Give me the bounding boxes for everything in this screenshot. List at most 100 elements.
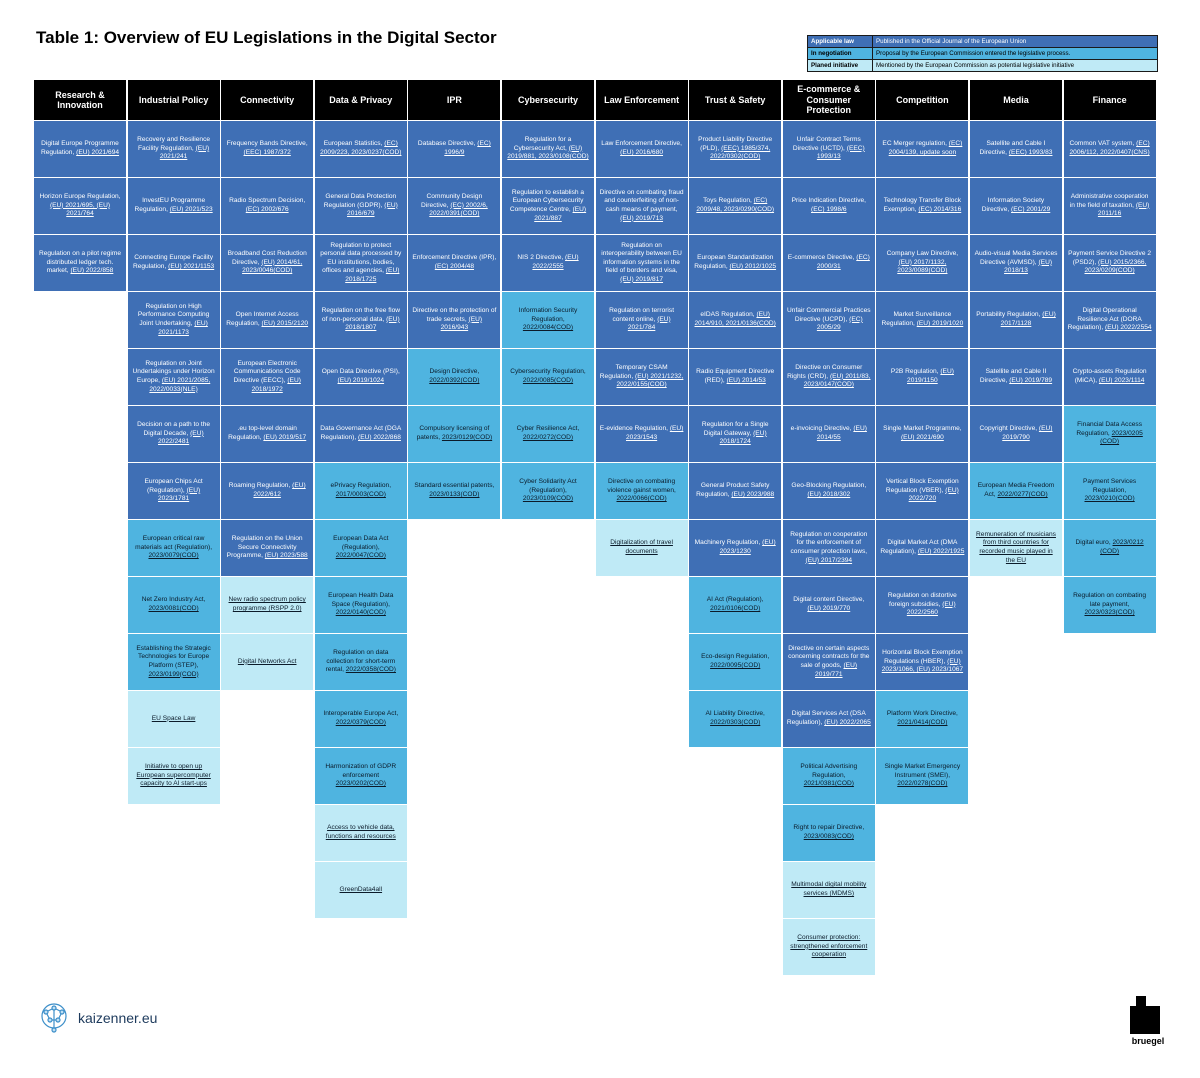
legislation-reference-link[interactable]: 2022/0392(COD): [429, 377, 480, 384]
legislation-cell[interactable]: Information Security Regulation, 2022/00…: [502, 292, 594, 348]
legislation-cell[interactable]: EU Space Law: [127, 691, 220, 747]
legislation-reference-link[interactable]: (EU) 2015/2366, 2023/0209(COD): [1084, 258, 1147, 275]
legislation-cell[interactable]: Connecting Europe Facility Regulation, (…: [127, 235, 220, 291]
legislation-cell[interactable]: Vertical Block Exemption Regulation (VBE…: [876, 463, 969, 519]
legislation-reference-link[interactable]: (EU) 2022/2560: [906, 600, 956, 617]
legislation-cell[interactable]: Design Directive, 2022/0392(COD): [408, 349, 501, 405]
legislation-cell[interactable]: Digital Networks Act: [221, 634, 314, 690]
legislation-reference-link[interactable]: (EU) 2023/1066, (EU) 2023/1067: [881, 657, 964, 674]
legislation-reference-link[interactable]: (EU) 2022/2481: [158, 429, 204, 446]
legislation-cell[interactable]: Initiative to open up European supercomp…: [127, 748, 220, 804]
legislation-reference-link[interactable]: (EU) 2018/13: [1004, 258, 1053, 275]
legislation-reference-link[interactable]: 2023/0212 (COD): [1100, 539, 1144, 555]
legislation-reference-link[interactable]: (EU) 2021/690: [900, 434, 944, 441]
legislation-reference-link[interactable]: (EU) 2014/910, 2021/0136(COD): [694, 311, 776, 327]
legislation-reference-link[interactable]: (EC) 2004/139, update soon: [888, 140, 963, 156]
legislation-reference-link[interactable]: (EU) 2016/943: [440, 315, 483, 332]
legislation-cell[interactable]: Common VAT system, (EC) 2006/112, 2022/0…: [1063, 121, 1156, 177]
legislation-reference-link[interactable]: 2022/0278(COD): [897, 780, 948, 788]
legislation-reference-link[interactable]: (EU) 2022/2554: [1105, 324, 1152, 332]
legislation-reference-link[interactable]: (EU) 2017/1132, 2023/0089(COD): [897, 258, 948, 275]
legislation-cell[interactable]: Digital Operational Resilience Act (DORA…: [1063, 292, 1156, 348]
legislation-reference-link[interactable]: (EU) 2022/2555: [532, 254, 579, 270]
legislation-reference-link[interactable]: (EC) 2002/676: [245, 206, 289, 213]
legislation-cell[interactable]: Single Market Emergency Instrument (SMEI…: [876, 748, 969, 804]
legislation-cell[interactable]: Digital content Directive, (EU) 2019/770: [782, 577, 875, 633]
legislation-reference-link[interactable]: (EU) 2012/1025: [729, 263, 777, 270]
legislation-reference-link[interactable]: (EEC) 1993/83: [1008, 149, 1053, 156]
legislation-cell[interactable]: Administrative cooperation in the field …: [1063, 178, 1156, 234]
legislation-reference-link[interactable]: (EU) 2022/2065: [824, 719, 871, 726]
legislation-reference-link[interactable]: 2022/0379(COD): [335, 719, 386, 726]
legislation-reference-link[interactable]: (EC) 2000/31: [816, 254, 870, 270]
legislation-reference-link[interactable]: (EU) 2018/302: [807, 491, 851, 498]
legislation-reference-link[interactable]: (EU) 2021/241: [159, 144, 210, 161]
legislation-reference-link[interactable]: 2022/0277(COD): [997, 491, 1048, 498]
legislation-cell[interactable]: AI Act (Regulation), 2021/0106(COD): [689, 577, 782, 633]
legislation-cell[interactable]: Digital euro, 2023/0212 (COD): [1063, 520, 1156, 576]
legislation-reference-link[interactable]: (EU) 2018/1807: [345, 315, 400, 332]
legislation-reference-link[interactable]: (EU) 2014/53: [726, 377, 766, 384]
legislation-cell[interactable]: European Standardization Regulation, (EU…: [689, 235, 782, 291]
legislation-cell[interactable]: Directive on combating fraud and counter…: [595, 178, 688, 234]
legislation-cell[interactable]: Market Surveillance Regulation, (EU) 201…: [876, 292, 969, 348]
legislation-reference-link[interactable]: (EU) 2021/1232, 2022/0155(COD): [616, 372, 684, 389]
legislation-cell[interactable]: Financial Data Access Regulation, 2023/0…: [1063, 406, 1156, 462]
legislation-cell[interactable]: Company Law Directive, (EU) 2017/1132, 2…: [876, 235, 969, 291]
legislation-cell[interactable]: Compulsory licensing of patents, 2023/01…: [408, 406, 501, 462]
legislation-cell[interactable]: E-commerce Directive, (EC) 2000/31: [782, 235, 875, 291]
legislation-reference-link[interactable]: (EU) 2019/517: [263, 434, 307, 441]
legislation-reference-link[interactable]: (EU) 2021/2085, 2022/0033(NLE): [149, 377, 211, 393]
legislation-cell[interactable]: Directive on Consumer Rights (CRD), (EU)…: [782, 349, 875, 405]
legislation-cell[interactable]: Broadband Cost Reduction Directive, (EU)…: [221, 235, 314, 291]
legislation-reference-link[interactable]: (EU) 2022/1925: [917, 548, 965, 555]
legislation-reference-link[interactable]: (EC) 2006/112, 2022/0407(CNS): [1069, 140, 1150, 156]
legislation-reference-link[interactable]: (EEC) 1987/372: [243, 149, 291, 156]
legislation-reference-link[interactable]: (EC) 2009/48, 2023/0290(COD): [696, 197, 775, 213]
legislation-cell[interactable]: Product Liability Directive (PLD), (EEC)…: [689, 121, 782, 177]
legislation-cell[interactable]: Regulation on combating late payment, 20…: [1063, 577, 1156, 633]
legislation-cell[interactable]: Political Advertising Regulation, 2021/0…: [782, 748, 875, 804]
legislation-reference-link[interactable]: (EU) 2022/868: [358, 434, 401, 441]
legislation-reference-link[interactable]: 2022/0303(COD): [710, 719, 761, 726]
legislation-cell[interactable]: Data Governance Act (DGA Regulation), (E…: [314, 406, 407, 462]
legislation-reference-link[interactable]: (EEC) 1993/13: [816, 144, 865, 161]
legislation-reference-link[interactable]: (EU) 2022/720: [908, 486, 959, 503]
legislation-reference-link[interactable]: 2022/0095(COD): [710, 662, 761, 669]
legislation-reference-link[interactable]: 2023/0083(COD): [803, 833, 854, 840]
legislation-reference-link[interactable]: (EU) 2023/988: [731, 491, 775, 498]
legislation-cell[interactable]: General Data Protection Regulation (GDPR…: [314, 178, 407, 234]
legislation-cell[interactable]: European Statistics, (EC) 2009/223, 2023…: [314, 121, 407, 177]
legislation-cell[interactable]: New radio spectrum policy programme (RSP…: [221, 577, 314, 633]
legislation-cell[interactable]: Law Enforcement Directive, (EU) 2016/680: [595, 121, 688, 177]
legislation-cell[interactable]: Regulation on data collection for short-…: [314, 634, 407, 690]
legislation-reference-link[interactable]: (EU) 2019/1020: [916, 320, 964, 327]
legislation-reference-link[interactable]: (EU) 2019/1024: [337, 377, 385, 384]
legislation-reference-link[interactable]: (EU) 2019/770: [807, 605, 851, 612]
legislation-cell[interactable]: Digitalization of travel documents: [595, 520, 688, 576]
legislation-cell[interactable]: .eu top-level domain Regulation, (EU) 20…: [221, 406, 314, 462]
legislation-cell[interactable]: Access to vehicle data, functions and re…: [314, 805, 407, 861]
legislation-cell[interactable]: Recovery and Resilience Facility Regulat…: [127, 121, 220, 177]
legislation-reference-link[interactable]: 2023/0109(COD): [522, 495, 574, 503]
legislation-cell[interactable]: Payment Services Regulation, 2023/0210(C…: [1063, 463, 1156, 519]
legislation-cell[interactable]: Regulation for a Single Digital Gateway,…: [689, 406, 782, 462]
legislation-cell[interactable]: Regulation to establish a European Cyber…: [502, 178, 594, 234]
legislation-reference-link[interactable]: (EU) 2021/887: [534, 206, 587, 222]
legislation-reference-link[interactable]: (EU) 2015/2120: [261, 320, 309, 327]
legislation-cell[interactable]: Radio Spectrum Decision, (EC) 2002/676: [221, 178, 314, 234]
legislation-cell[interactable]: Copyright Directive, (EU) 2019/790: [970, 406, 1062, 462]
legislation-cell[interactable]: Unfair Commercial Practices Directive (U…: [782, 292, 875, 348]
legislation-cell[interactable]: Frequency Bands Directive, (EEC) 1987/37…: [221, 121, 314, 177]
legislation-reference-link[interactable]: (EC) 2005/29: [816, 315, 863, 332]
legislation-cell[interactable]: Enforcement Directive (IPR), (EC) 2004/4…: [408, 235, 501, 291]
legislation-reference-link[interactable]: 2022/0084(COD): [522, 324, 574, 332]
legislation-cell[interactable]: E-evidence Regulation, (EU) 2023/1543: [595, 406, 688, 462]
legislation-reference-link[interactable]: 2021/0414(COD): [897, 719, 948, 726]
legislation-cell[interactable]: Consumer protection: strengthened enforc…: [782, 919, 875, 975]
legislation-cell[interactable]: Information Society Directive, (EC) 2001…: [970, 178, 1062, 234]
legislation-cell[interactable]: Audio-visual Media Services Directive (A…: [970, 235, 1062, 291]
legislation-reference-link[interactable]: 2022/0085(COD): [522, 377, 574, 384]
legislation-cell[interactable]: Digital Market Act (DMA Regulation), (EU…: [876, 520, 969, 576]
legislation-reference-link[interactable]: 2021/0106(COD): [710, 605, 761, 612]
